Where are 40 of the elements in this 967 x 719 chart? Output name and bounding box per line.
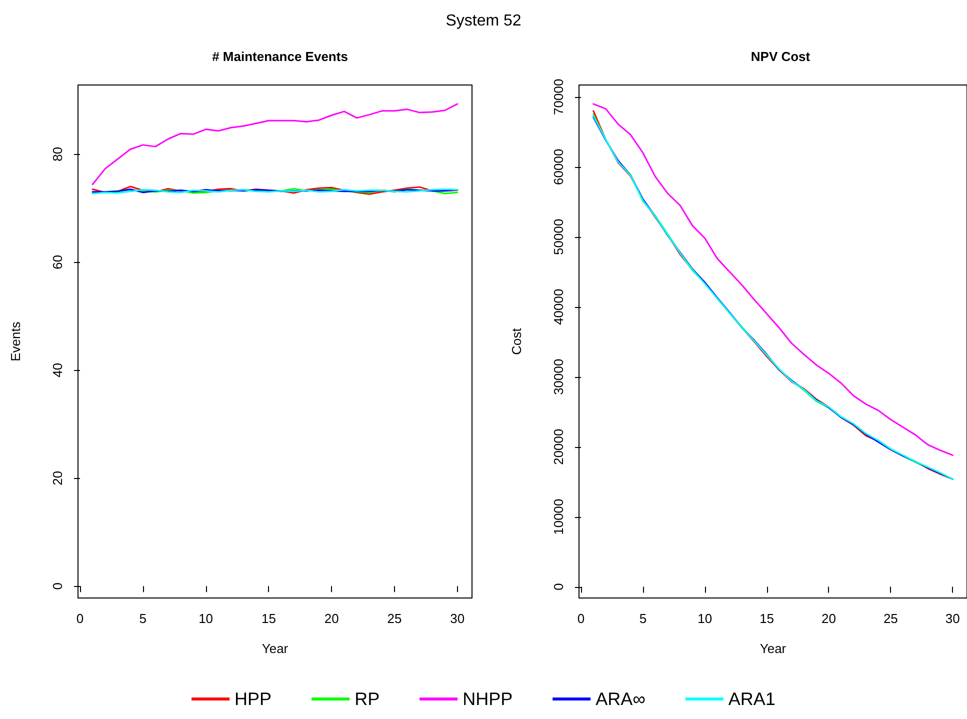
y-tick-label: 20000: [551, 428, 566, 465]
x-axis-title: Year: [760, 641, 787, 656]
x-tick-label: 30: [450, 611, 465, 626]
y-tick-label: 30000: [551, 358, 566, 395]
text: System 52: [446, 12, 522, 30]
y-tick-label: 20: [50, 470, 65, 486]
x-tick-label: 10: [698, 611, 712, 626]
line-series: [92, 103, 458, 186]
chart-title: # Maintenance Events: [212, 49, 348, 64]
x-tick-label: 5: [139, 611, 147, 626]
chart-title: NPV Cost: [750, 49, 811, 64]
x-tick-label: 0: [577, 611, 585, 626]
x-tick-label: 25: [387, 611, 402, 626]
legend-label: ARA∞: [596, 689, 646, 709]
y-tick-label: 70000: [551, 78, 566, 115]
x-tick-label: 20: [324, 611, 339, 626]
y-tick-label: 40: [50, 362, 65, 378]
legend-label: HPP: [234, 689, 272, 709]
y-tick-label: 0: [551, 583, 566, 590]
y-tick-label: 60: [50, 254, 65, 270]
x-tick-label: 0: [76, 611, 84, 626]
x-axis-title: Year: [262, 641, 289, 656]
x-tick-label: 25: [883, 611, 898, 626]
y-tick-label: 60000: [551, 148, 566, 185]
y-tick-label: 0: [50, 582, 65, 590]
y-tick-label: 50000: [551, 218, 566, 255]
legend-label: NHPP: [462, 689, 513, 709]
x-tick-label: 20: [822, 611, 836, 626]
x-tick-label: 30: [945, 611, 960, 626]
x-tick-label: 5: [639, 611, 647, 626]
y-tick-label: 10000: [551, 498, 566, 535]
x-tick-label: 15: [261, 611, 276, 626]
y-tick-label: 40000: [551, 288, 566, 325]
x-tick-label: 15: [760, 611, 774, 626]
y-axis-title: Cost: [509, 328, 524, 355]
y-tick-label: 80: [50, 146, 65, 162]
legend-label: RP: [354, 689, 380, 709]
x-tick-label: 10: [198, 611, 214, 626]
y-axis-title: Events: [8, 321, 23, 362]
legend-label: ARA1: [728, 689, 776, 709]
